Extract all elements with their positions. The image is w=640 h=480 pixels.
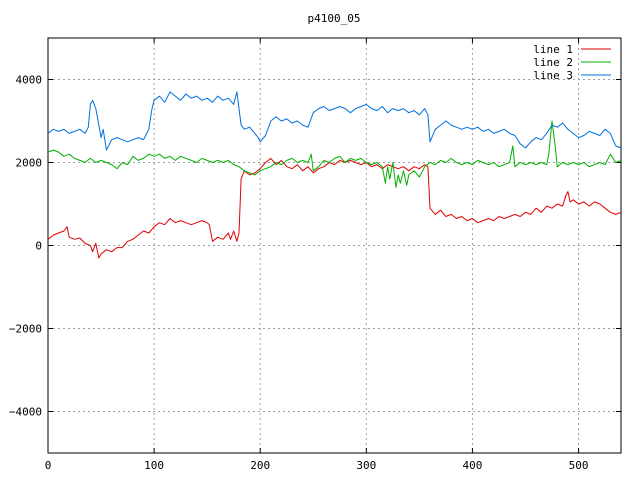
legend-label: line 1 [533, 43, 573, 56]
legend-label: line 2 [533, 56, 573, 69]
x-tick-label: 400 [463, 459, 483, 472]
y-tick-label: 2000 [16, 157, 43, 170]
legend-label: line 3 [533, 69, 573, 82]
x-tick-label: 300 [356, 459, 376, 472]
grid-lines [48, 38, 621, 453]
y-tick-label: 0 [35, 240, 42, 253]
x-tick-label: 100 [144, 459, 164, 472]
chart-title: p4100_05 [308, 12, 361, 25]
series-line-3 [47, 91, 622, 151]
series-line-2 [47, 120, 622, 188]
y-tick-label: 4000 [16, 74, 43, 87]
x-axis-ticks: 0 100 200 300 400 500 [45, 38, 589, 472]
y-tick-label: −2000 [9, 323, 42, 336]
x-tick-label: 500 [569, 459, 589, 472]
x-tick-label: 200 [250, 459, 270, 472]
y-axis-ticks: −4000 −2000 0 2000 4000 [9, 74, 621, 419]
series-lines [47, 91, 622, 259]
x-tick-label: 0 [45, 459, 52, 472]
y-tick-label: −4000 [9, 406, 42, 419]
series-line-1 [47, 157, 622, 259]
